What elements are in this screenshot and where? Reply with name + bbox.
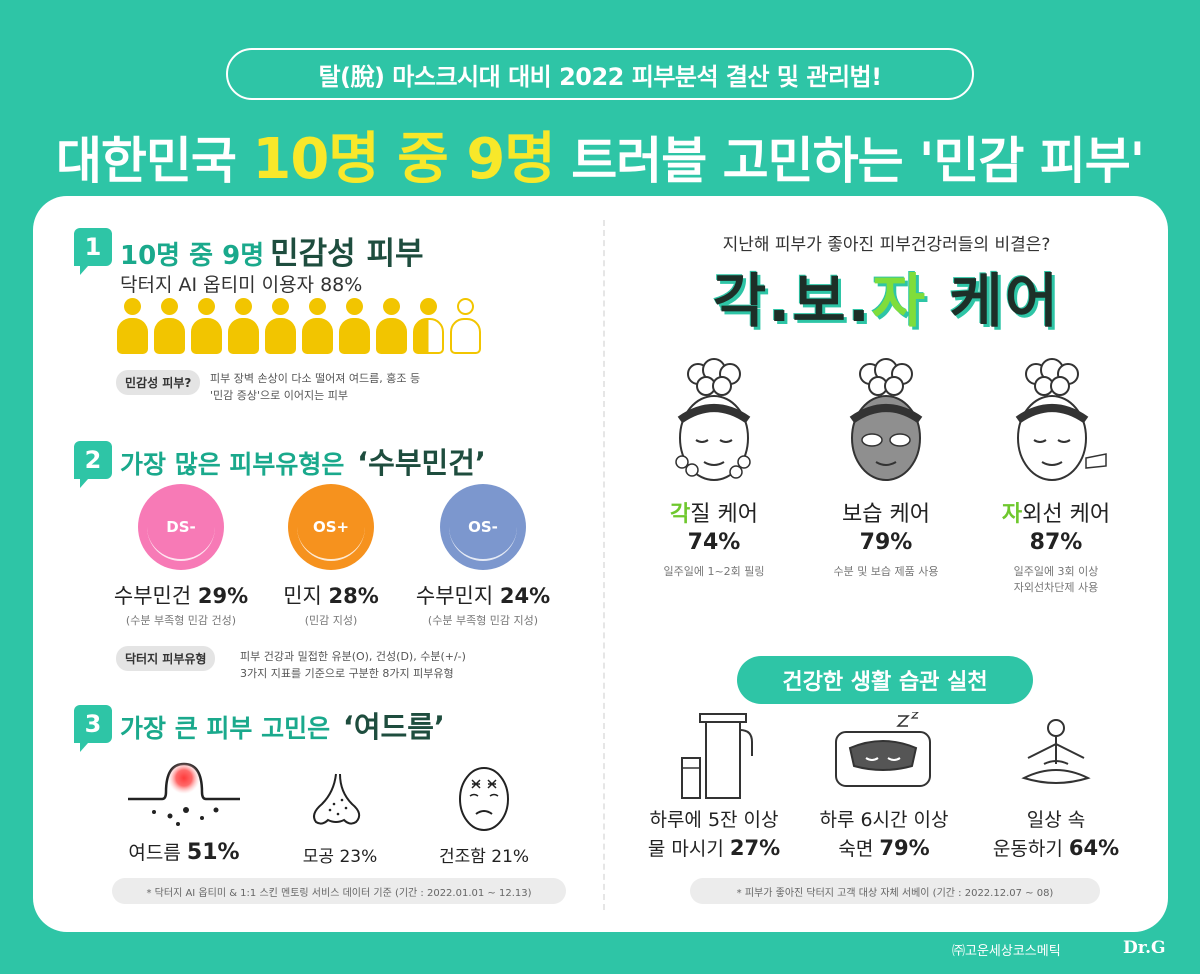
- skin-type-label: 수부민건 29%: [113, 584, 249, 608]
- section-2-number: 2: [74, 441, 112, 488]
- care-desc: 수분 및 보습 제품 사용: [833, 565, 939, 578]
- person-icon: [301, 298, 334, 354]
- dry-face-icon: [459, 767, 509, 831]
- skin-type-label: 민지 28%: [283, 584, 379, 608]
- skin-type-desc: (민감 지성): [304, 614, 358, 627]
- person-icon-empty: [449, 298, 482, 354]
- panel-divider: [603, 220, 605, 910]
- person-icon: [338, 298, 371, 354]
- section-1-note-text: 피부 장벽 손상이 다소 떨어져 여드름, 홍조 등 '민감 증상'으로 이어지는…: [210, 372, 421, 402]
- right-footnote: * 피부가 좋아진 닥터지 고객 대상 자체 서베이 (기간 : 2022.12…: [690, 878, 1100, 904]
- section-1-note-label: 민감성 피부?: [116, 370, 201, 395]
- water-bottle-icon: [681, 713, 753, 799]
- skin-type-desc: (수분 부족형 민감 건성): [125, 614, 237, 627]
- company-name: ㈜고운세상코스메틱: [952, 944, 1061, 959]
- habit-sleep-label: 하루 6시간 이상 숙면 79%: [819, 809, 949, 860]
- person-icon: [375, 298, 408, 354]
- concern-dry-label: 건조함 21%: [438, 847, 530, 867]
- yoga-icon: [1021, 719, 1091, 784]
- sunscreen-face-icon: [1015, 358, 1107, 481]
- person-chart: [116, 298, 482, 354]
- section-1-title: 10명 중 9명 민감성 피부: [120, 236, 424, 272]
- person-icon-partial: [412, 298, 445, 354]
- sleep-icon: [835, 712, 931, 787]
- kbj-care-title: 각.보.자 케어: [712, 267, 1061, 335]
- section-1-number: 1: [74, 228, 112, 275]
- habit-water-label: 하루에 5잔 이상 물 마시기 27%: [647, 809, 781, 860]
- mask-face-icon: [849, 358, 923, 481]
- skin-type-badge-os-plus: OS+: [288, 484, 374, 570]
- person-icon: [153, 298, 186, 354]
- habit-title-pill: 건강한 생활 습관 실천: [737, 656, 1033, 704]
- concern-pore-label: 모공 23%: [302, 847, 378, 867]
- skin-type-desc: (수분 부족형 민감 지성): [427, 614, 539, 627]
- skin-type-label: 수부민지 24%: [415, 584, 551, 608]
- peeling-face-icon: [675, 358, 751, 481]
- acne-icon: [128, 762, 240, 826]
- person-icon: [227, 298, 260, 354]
- care-pct: 74%: [687, 530, 741, 555]
- nose-pore-icon: [313, 773, 361, 825]
- section-2-title: 가장 많은 피부유형은 ‘수부민건’: [120, 446, 486, 480]
- care-label-moisture: 보습 케어: [842, 502, 930, 527]
- care-label-exfoliation: 각질 케어: [670, 502, 758, 527]
- habit-exercise-label: 일상 속 운동하기 64%: [992, 809, 1120, 860]
- brand-logo: Dr.G: [1123, 938, 1166, 958]
- headline-highlight: 10명 중 9명: [252, 127, 555, 192]
- skin-type-badge-ds-minus: DS-: [138, 484, 224, 570]
- content-panel: [33, 196, 1168, 932]
- care-pct: 79%: [859, 530, 913, 555]
- person-icon: [116, 298, 149, 354]
- care-desc: 일주일에 3회 이상 자외선차단제 사용: [1013, 565, 1099, 594]
- skin-type-badge-os-minus: OS-: [440, 484, 526, 570]
- left-footnote: * 닥터지 AI 옵티미 & 1:1 스킨 멘토링 서비스 데이터 기준 (기간…: [112, 878, 566, 904]
- right-question: 지난해 피부가 좋아진 피부건강러들의 비결은?: [722, 235, 1051, 255]
- header-pill: 탈(脫) 마스크시대 대비 2022 피부분석 결산 및 관리법!: [226, 48, 974, 100]
- person-icon: [264, 298, 297, 354]
- section-2-note-text: 피부 건강과 밀접한 유분(O), 건성(D), 수분(+/-) 3가지 지표를 …: [240, 650, 466, 680]
- care-pct: 87%: [1029, 530, 1083, 555]
- person-icon: [190, 298, 223, 354]
- section-3-title: 가장 큰 피부 고민은 ‘여드름’: [120, 710, 445, 744]
- concern-acne-label: 여드름 51%: [128, 840, 240, 865]
- section-3-number: 3: [74, 705, 112, 752]
- care-label-uv: 자외선 케어: [1001, 502, 1111, 527]
- care-desc: 일주일에 1~2회 필링: [663, 565, 765, 578]
- headline: 대한민국 10명 중 9명 트러블 고민하는 '민감 피부': [55, 127, 1145, 192]
- section-2-note-label: 닥터지 피부유형: [116, 646, 216, 671]
- section-1-subtitle: 닥터지 AI 옵티미 이용자 88%: [120, 274, 363, 296]
